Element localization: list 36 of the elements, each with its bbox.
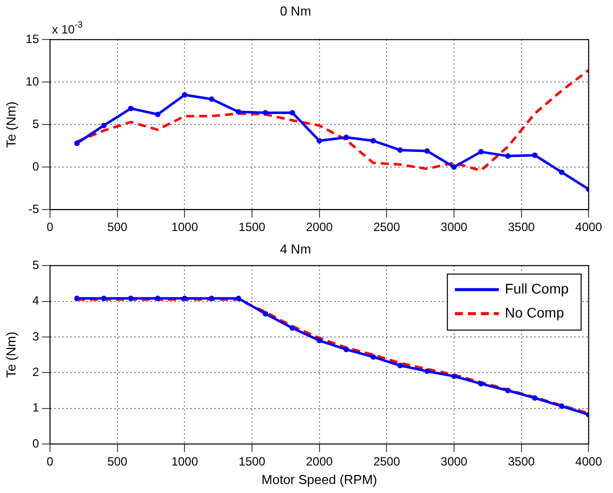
x-tick-label: 2000	[306, 454, 333, 469]
x-tick-label: 3500	[508, 454, 535, 469]
x-tick-label: 2500	[373, 220, 400, 234]
x-axis-title: Motor Speed (RPM)	[262, 472, 378, 487]
x-tick-label: 1500	[238, 454, 266, 469]
legend-label: No Comp	[504, 304, 564, 320]
legend-label: Full Comp	[504, 280, 569, 296]
x-tick-label: 4000	[575, 454, 602, 469]
x-tick-label: 500	[107, 454, 128, 469]
x-tick-label: 3000	[440, 454, 468, 469]
x-tick-label: 0	[46, 454, 54, 469]
x-tick-label: 0	[46, 220, 54, 234]
y-tick-label: 5	[32, 116, 40, 131]
y-tick-label: 2	[32, 364, 40, 379]
y-tick-label: 3	[32, 329, 40, 344]
x-tick-label: 500	[107, 220, 128, 234]
chart-title: 4 Nm	[280, 241, 312, 256]
chart-title: 0 Nm	[280, 3, 312, 18]
y-axis-title: Te (Nm)	[3, 332, 18, 378]
y-tick-label: -5	[28, 202, 40, 216]
x-tick-label: 1500	[238, 220, 266, 234]
y-axis-title: Te (Nm)	[3, 101, 18, 148]
y-tick-label: 5	[32, 258, 40, 272]
x-tick-label: 1000	[171, 220, 198, 234]
y-tick-label: 1	[32, 400, 40, 415]
y-tick-label: 0	[32, 159, 40, 174]
x-tick-label: 4000	[575, 220, 602, 234]
x-tick-label: 2500	[373, 454, 400, 469]
y-tick-label: 15	[26, 32, 40, 46]
x-tick-label: 3500	[508, 220, 535, 234]
y-tick-label: 10	[26, 74, 40, 88]
x-tick-label: 2000	[306, 220, 333, 234]
y-tick-label: 4	[32, 294, 40, 308]
x-tick-label: 3000	[440, 220, 468, 234]
x-tick-label: 1000	[171, 454, 198, 469]
y-tick-label: 0	[32, 436, 40, 450]
